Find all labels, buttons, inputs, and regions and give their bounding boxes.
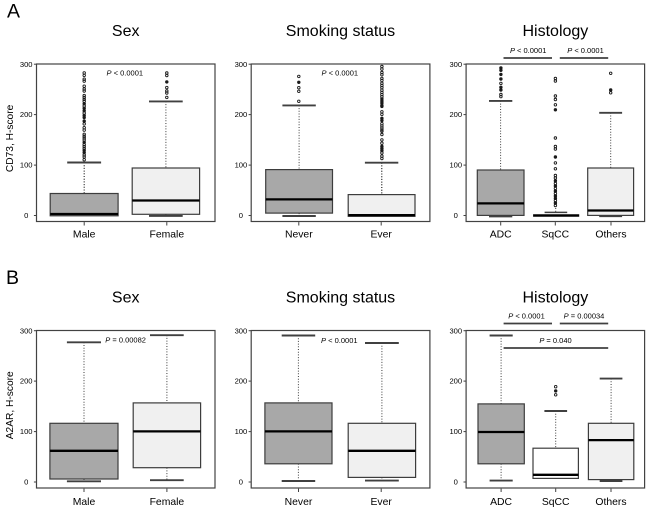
svg-text:100: 100 (235, 161, 248, 170)
svg-text:B: B (6, 267, 19, 289)
svg-text:200: 200 (235, 110, 248, 119)
svg-text:300: 300 (235, 60, 248, 69)
svg-text:200: 200 (20, 377, 33, 386)
svg-text:Sex: Sex (112, 290, 140, 307)
svg-text:0: 0 (24, 211, 28, 220)
svg-text:Male: Male (73, 230, 96, 241)
svg-text:P < 0.0001: P < 0.0001 (508, 312, 545, 321)
svg-text:P < 0.0001: P < 0.0001 (567, 46, 604, 55)
svg-text:Ever: Ever (371, 497, 393, 508)
svg-text:P < 0.0001: P < 0.0001 (107, 69, 144, 78)
svg-text:100: 100 (449, 427, 462, 436)
svg-text:Female: Female (150, 497, 185, 508)
svg-text:P = 0.00034: P = 0.00034 (564, 312, 605, 321)
svg-text:CD73, H-score: CD73, H-score (5, 104, 16, 172)
svg-text:0: 0 (239, 478, 243, 487)
svg-text:300: 300 (449, 326, 462, 335)
svg-text:Others: Others (595, 497, 626, 508)
svg-text:300: 300 (20, 326, 33, 335)
svg-text:Others: Others (595, 230, 626, 241)
svg-text:ADC: ADC (490, 230, 512, 241)
svg-text:200: 200 (449, 110, 462, 119)
svg-text:200: 200 (20, 110, 33, 119)
svg-text:A: A (7, 1, 20, 23)
svg-text:100: 100 (20, 427, 33, 436)
svg-text:Histology: Histology (522, 290, 588, 307)
svg-text:0: 0 (239, 211, 243, 220)
svg-text:P < 0.0001: P < 0.0001 (510, 46, 547, 55)
svg-text:ADC: ADC (490, 497, 512, 508)
svg-text:P < 0.0001: P < 0.0001 (322, 69, 359, 78)
svg-text:Never: Never (285, 497, 313, 508)
svg-text:300: 300 (449, 60, 462, 69)
svg-text:200: 200 (449, 377, 462, 386)
svg-text:Smoking status: Smoking status (286, 290, 395, 307)
svg-text:P < 0.0001: P < 0.0001 (321, 336, 358, 345)
svg-text:P = 0.040: P = 0.040 (539, 336, 571, 345)
svg-text:Female: Female (149, 230, 184, 241)
svg-text:200: 200 (235, 377, 248, 386)
svg-text:Male: Male (73, 497, 96, 508)
svg-text:SqCC: SqCC (542, 497, 570, 508)
svg-text:0: 0 (454, 478, 458, 487)
svg-text:Smoking status: Smoking status (286, 23, 395, 40)
svg-text:100: 100 (449, 161, 462, 170)
svg-text:Ever: Ever (371, 230, 393, 241)
svg-text:300: 300 (235, 326, 248, 335)
svg-text:Sex: Sex (112, 23, 140, 40)
svg-text:100: 100 (235, 427, 248, 436)
svg-text:Never: Never (285, 230, 313, 241)
svg-text:Histology: Histology (522, 23, 588, 40)
svg-text:0: 0 (454, 211, 458, 220)
svg-text:SqCC: SqCC (541, 230, 569, 241)
svg-text:P = 0.00082: P = 0.00082 (105, 336, 146, 345)
svg-text:100: 100 (20, 161, 33, 170)
svg-text:0: 0 (24, 478, 28, 487)
svg-text:300: 300 (20, 60, 33, 69)
svg-text:A2AR, H-score: A2AR, H-score (5, 371, 16, 439)
